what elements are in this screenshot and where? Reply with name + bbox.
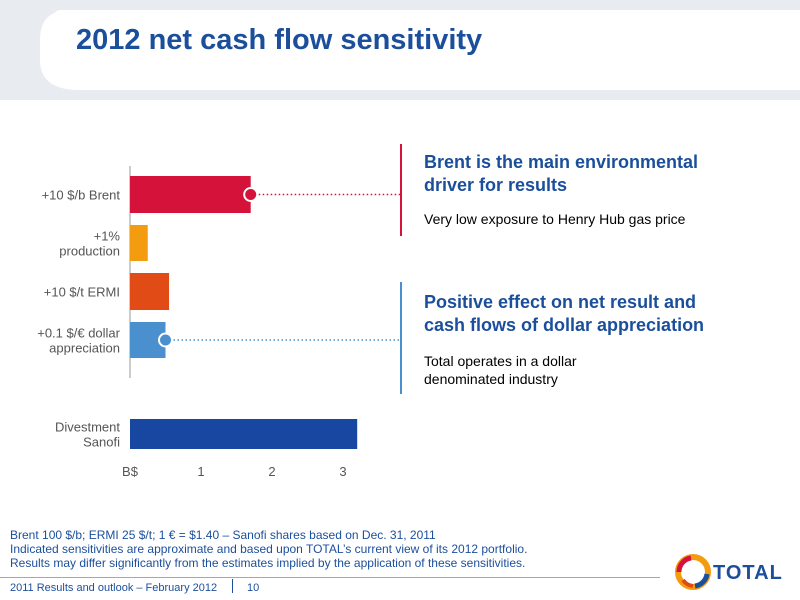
bar-1 — [130, 225, 148, 261]
brent-message-rule — [400, 144, 402, 236]
total-logo-text: TOTAL — [713, 562, 783, 584]
category-label-1-0: +1% — [94, 229, 121, 244]
footer-text: 2011 Results and outlook – February 2012 — [10, 582, 218, 594]
brent-message-title-line-1: Brent is the main environmental — [424, 152, 699, 172]
brent-message-body: Very low exposure to Henry Hub gas price — [424, 210, 685, 228]
dollar-message-body-line-2: denominated industry — [424, 371, 558, 387]
x-tick-label-3: 3 — [339, 464, 346, 479]
category-label-4-0: Divestment — [55, 420, 120, 435]
x-tick-label-0: B$ — [122, 464, 139, 479]
bar-2 — [130, 273, 170, 310]
footer-separator — [232, 579, 233, 593]
brent-message-title-line-2: driver for results — [424, 175, 568, 195]
category-label-3-0: +0.1 $/€ dollar — [37, 326, 120, 341]
category-label-0-0: +10 $/b Brent — [42, 188, 121, 203]
footer-divider — [0, 577, 660, 578]
category-label-3-1: appreciation — [49, 341, 120, 356]
brent-message-title: Brent is the main environmental driver f… — [424, 151, 698, 197]
total-logo-mark-icon — [675, 554, 711, 590]
footnote-line-1: Brent 100 $/b; ERMI 25 $/t; 1 € = $1.40 … — [10, 528, 436, 542]
dollar-message-body: Total operates in a dollar denominated i… — [424, 352, 577, 388]
x-tick-label-1: 1 — [197, 464, 204, 479]
footnote-line-3: Results may differ significantly from th… — [10, 556, 526, 570]
brent-connector-dot — [243, 187, 259, 202]
category-label-2-0: +10 $/t ERMI — [44, 285, 120, 300]
bar-4 — [130, 419, 358, 449]
page-number: 10 — [247, 582, 260, 594]
dollar-message-body-line-1: Total operates in a dollar — [424, 353, 577, 369]
footnote: Brent 100 $/b; ERMI 25 $/t; 1 € = $1.40 … — [10, 528, 527, 570]
dollar-message-rule — [400, 282, 402, 394]
dollar-connector-dot — [158, 332, 173, 348]
dollar-message-title: Positive effect on net result and cash f… — [424, 291, 704, 337]
dollar-message-title-line-1: Positive effect on net result and — [424, 292, 697, 312]
category-label-4-1: Sanofi — [83, 435, 120, 450]
dollar-message-title-line-2: cash flows of dollar appreciation — [424, 315, 705, 335]
x-tick-label-2: 2 — [268, 464, 275, 479]
bar-0 — [130, 176, 251, 213]
brent-message-body-line-1: Very low exposure to Henry Hub gas price — [424, 211, 686, 227]
header-background — [0, 0, 800, 100]
footnote-line-2: Indicated sensitivities are approximate … — [10, 542, 528, 556]
page-title: 2012 net cash flow sensitivity — [76, 24, 483, 56]
category-label-1-1: production — [59, 244, 120, 259]
total-logo: TOTAL — [673, 550, 793, 595]
